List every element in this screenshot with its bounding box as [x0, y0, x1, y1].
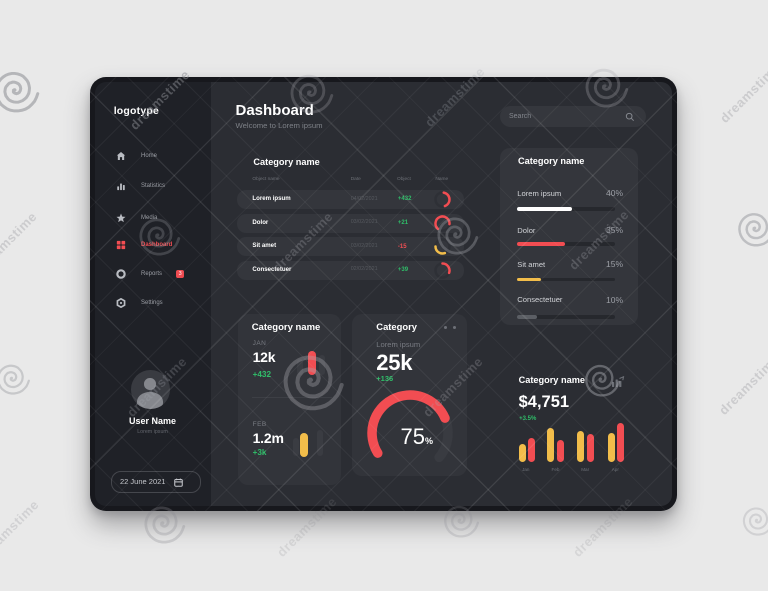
svg-text:dreamstime: dreamstime — [0, 497, 42, 563]
svg-text:dreamstime: dreamstime — [716, 352, 768, 418]
svg-text:dreamstime: dreamstime — [717, 60, 768, 126]
svg-text:dreamstime: dreamstime — [0, 209, 40, 275]
